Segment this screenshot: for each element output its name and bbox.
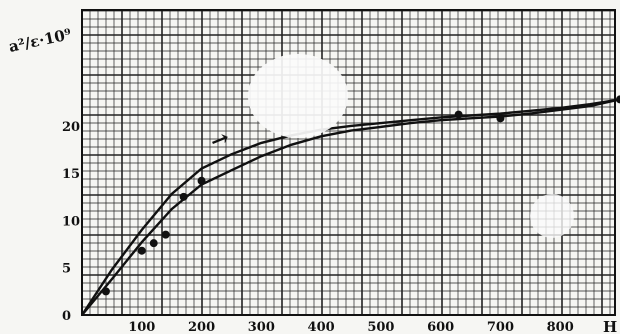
- y-tick-labels: 0 5 10 15 20: [62, 120, 80, 324]
- plot-frame: [81, 9, 616, 316]
- y-tick-label: 10: [62, 214, 80, 229]
- y-tick-label: 20: [62, 120, 80, 135]
- y-tick-label: 0: [62, 309, 71, 324]
- series-1-point: [161, 230, 170, 239]
- grid: [81, 10, 615, 316]
- x-tick-label: 700: [487, 320, 514, 334]
- x-tick-label: 100: [128, 320, 155, 334]
- series-2-point: [197, 176, 206, 185]
- paper-stain: [248, 54, 348, 138]
- x-tick-label: 600: [427, 320, 454, 334]
- series-line-2: [81, 98, 620, 316]
- y-tick-label: 15: [62, 167, 80, 182]
- x-tick-label: 400: [308, 320, 335, 334]
- series-1-point: [137, 246, 146, 255]
- series-2-point: [149, 239, 158, 248]
- series-group: [80, 95, 620, 316]
- y-tick-label: 5: [62, 262, 71, 277]
- x-tick-label: 300: [248, 320, 275, 334]
- x-tick-label: 200: [188, 320, 215, 334]
- series-line-1: [80, 98, 620, 316]
- x-tick-label: 500: [367, 320, 394, 334]
- x-tick-labels: 100 200 300 400 500 600 700 800: [128, 320, 574, 334]
- x-tick-label: 800: [547, 320, 574, 334]
- x-axis-label: H: [603, 318, 617, 334]
- paper-stain-small: [530, 194, 574, 238]
- series-1-point: [454, 110, 463, 119]
